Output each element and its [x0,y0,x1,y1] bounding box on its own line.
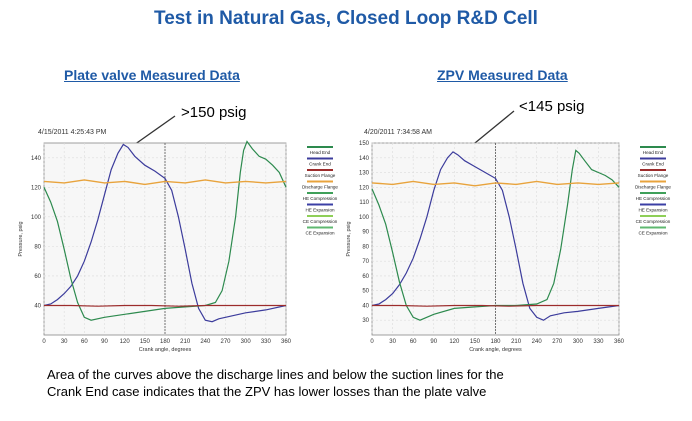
x-tick-label: 120 [449,339,460,345]
panel-heading-plate-valve: Plate valve Measured Data [64,67,240,83]
series-line-discharge-flange [371,180,620,187]
y-tick-label: 40 [362,303,369,309]
x-tick-label: 210 [180,339,191,345]
x-tick-label: 330 [593,339,604,345]
x-tick-label: 60 [410,339,417,345]
timestamp-zpv: 4/20/2011 7:34:58 AM [364,129,432,136]
y-tick-label: 80 [34,244,41,250]
x-tick-label: 270 [220,339,231,345]
x-tick-label: 360 [614,339,625,345]
y-tick-label: 120 [359,185,370,191]
x-tick-label: 300 [573,339,584,345]
timestamp-plate-valve: 4/15/2011 4:25:43 PM [38,129,107,136]
y-tick-label: 50 [362,289,369,295]
y-tick-label: 90 [362,230,369,236]
x-axis-label: Crank angle, degrees [139,347,192,353]
x-tick-label: 240 [532,339,543,345]
caption-line-1: Area of the curves above the discharge l… [47,367,504,382]
x-tick-label: 150 [470,339,481,345]
legend-entry: Discharge Flange [302,185,338,190]
x-tick-label: 270 [552,339,563,345]
x-tick-label: 60 [81,339,88,345]
y-tick-label: 150 [359,141,370,147]
legend-entry: HE Expansion [638,208,668,213]
y-tick-label: 80 [362,244,369,250]
panel-heading-zpv: ZPV Measured Data [437,67,568,83]
series-line-discharge-flange [43,179,287,186]
y-tick-label: 100 [31,215,42,221]
x-tick-label: 180 [160,339,171,345]
y-tick-label: 110 [359,200,369,206]
legend-entry: CE Compression [303,219,338,224]
legend-entry: Crank End [309,162,331,167]
x-tick-label: 30 [61,339,68,345]
legend-entry: Discharge Flange [635,185,671,190]
series-line-suction-flange [372,304,619,307]
y-tick-label: 140 [359,156,370,162]
legend-entry: CE Compression [636,219,671,224]
y-tick-label: 70 [362,259,369,265]
y-tick-label: 60 [34,274,41,280]
callout-plate-valve: >150 psig [181,104,247,121]
chart-plate-valve: 0 30 60 90 120 150 180 210 240 270 300 330 360 40 60 80… [18,140,338,353]
series-line-suction-flange [44,304,286,307]
y-tick-label: 30 [362,318,369,324]
x-tick-label: 90 [430,339,437,345]
x-tick-label: 150 [140,339,151,345]
legend-entry: Suction Flange [305,173,336,178]
x-tick-label: 30 [389,339,396,345]
x-tick-label: 210 [511,339,522,345]
legend-entry: Suction Flange [638,173,669,178]
y-tick-label: 130 [359,171,370,177]
x-tick-label: 360 [281,339,292,345]
y-tick-label: 100 [359,215,370,221]
x-tick-label: 120 [120,339,131,345]
legend-entry: HE Compression [303,196,338,201]
x-tick-label: 0 [42,339,46,345]
caption: Area of the curves above the discharge l… [47,366,647,400]
series-line-crank-end [43,143,287,323]
x-tick-label: 240 [200,339,211,345]
y-axis-label: Pressure, psig [18,221,24,256]
y-tick-label: 140 [31,156,42,162]
series-line-crank-end [371,151,620,321]
legend-entry: Head End [310,150,331,155]
callout-zpv: <145 psig [519,98,585,115]
legend-entry: HE Compression [636,196,671,201]
legend-entry: CE Expansion [305,231,335,236]
y-axis-label: Pressure, psig [346,221,352,256]
x-tick-label: 330 [261,339,272,345]
legend-entry: HE Expansion [305,208,335,213]
x-axis-label: Crank angle, degrees [469,347,522,353]
y-tick-label: 40 [34,303,41,309]
y-tick-label: 120 [31,185,42,191]
caption-line-2: Crank End case indicates that the ZPV ha… [47,384,487,399]
legend-entry: Head End [643,150,664,155]
chart-zpv: 0 30 60 90 120 150 180 210 240 270 300 330 360 30 40 50… [346,141,671,353]
x-tick-label: 0 [370,339,374,345]
x-tick-label: 90 [101,339,108,345]
slide-title: Test in Natural Gas, Closed Loop R&D Cel… [154,8,538,29]
y-tick-label: 60 [362,274,369,280]
x-tick-label: 180 [490,339,501,345]
legend-entry: CE Expansion [638,231,668,236]
legend-entry: Crank End [642,162,664,167]
x-tick-label: 300 [241,339,252,345]
series-line-head-end [371,149,620,321]
